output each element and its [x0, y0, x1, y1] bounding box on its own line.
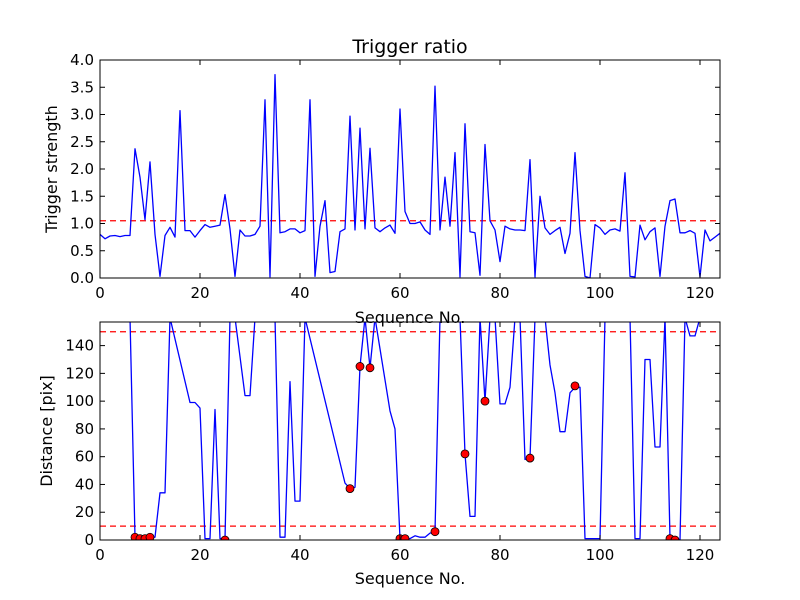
top-plot-area — [100, 74, 720, 278]
top-y-tick-label: 1.0 — [70, 215, 94, 233]
bottom-y-tick-label: 20 — [75, 503, 94, 521]
bottom-y-tick-label: 60 — [75, 448, 94, 466]
top-x-tick-label: 60 — [390, 284, 409, 302]
bottom-plot-area — [100, 322, 720, 540]
bottom-marker-point — [525, 453, 535, 463]
bottom-x-axis-label: Sequence No. — [355, 569, 466, 588]
bottom-marker-point — [145, 532, 155, 540]
bottom-x-tick-label: 40 — [290, 546, 309, 564]
top-y-tick-label: 4.0 — [70, 51, 94, 69]
bottom-x-tick-label: 0 — [95, 546, 105, 564]
top-y-tick-label: 0.5 — [70, 242, 94, 260]
top-x-tick-label: 80 — [490, 284, 509, 302]
top-y-tick-label: 2.5 — [70, 133, 94, 151]
top-x-tick-label: 100 — [586, 284, 615, 302]
bottom-y-axis-label: Distance [pix] — [37, 375, 56, 487]
bottom-marker-point — [355, 362, 365, 371]
bottom-marker-point — [345, 484, 355, 494]
bottom-y-tick-label: 0 — [84, 531, 94, 549]
top-subplot: Trigger ratio 0 20 40 60 80 100 120 0.0 0.5 1.0 1.… — [42, 36, 721, 327]
top-y-tick-label: 1.5 — [70, 187, 94, 205]
bottom-marker-point — [460, 449, 470, 459]
top-x-axis-label: Sequence No. — [355, 308, 466, 327]
bottom-axes-frame — [99, 321, 721, 541]
bottom-marker-point — [220, 535, 230, 540]
bottom-x-tick-label: 60 — [390, 546, 409, 564]
top-x-tick-label: 0 — [95, 284, 105, 302]
bottom-y-tick-label: 80 — [75, 420, 94, 438]
top-series-line — [100, 74, 720, 278]
top-y-tick-label: 2.0 — [70, 160, 94, 178]
bottom-series-line — [129, 322, 700, 540]
bottom-subplot: 0 20 40 60 80 100 120 0 20 40 60 80 100 120 140 Sequen… — [37, 321, 721, 588]
top-ticks: 0 20 40 60 80 100 120 0.0 0.5 1.0 1.5 2.0 2.5 3.0 3.5 4… — [70, 51, 720, 302]
top-y-tick-label: 0.0 — [70, 269, 94, 287]
bottom-x-tick-label: 80 — [490, 546, 509, 564]
chart-title: Trigger ratio — [351, 36, 467, 58]
bottom-marker-point — [400, 534, 410, 540]
top-y-tick-label: 3.5 — [70, 78, 94, 96]
top-x-tick-label: 20 — [190, 284, 209, 302]
top-x-tick-label: 40 — [290, 284, 309, 302]
top-axes-frame — [99, 59, 721, 279]
bottom-y-tick-label: 140 — [65, 337, 94, 355]
bottom-marker-point — [570, 381, 580, 391]
bottom-marker-point — [480, 396, 490, 406]
bottom-x-tick-label: 20 — [190, 546, 209, 564]
bottom-x-tick-label: 120 — [686, 546, 715, 564]
bottom-x-tick-label: 100 — [586, 546, 615, 564]
bottom-ticks: 0 20 40 60 80 100 120 0 20 40 60 80 100 120 140 — [65, 322, 720, 564]
bottom-marker-point — [430, 527, 440, 537]
top-y-axis-label: Trigger strength — [42, 105, 61, 234]
top-y-tick-label: 3.0 — [70, 106, 94, 124]
bottom-marker-point — [670, 535, 680, 540]
top-x-tick-label: 120 — [686, 284, 715, 302]
bottom-y-tick-label: 40 — [75, 475, 94, 493]
bottom-y-tick-label: 100 — [65, 392, 94, 410]
bottom-y-tick-label: 120 — [65, 364, 94, 382]
bottom-marker-point — [365, 363, 375, 373]
